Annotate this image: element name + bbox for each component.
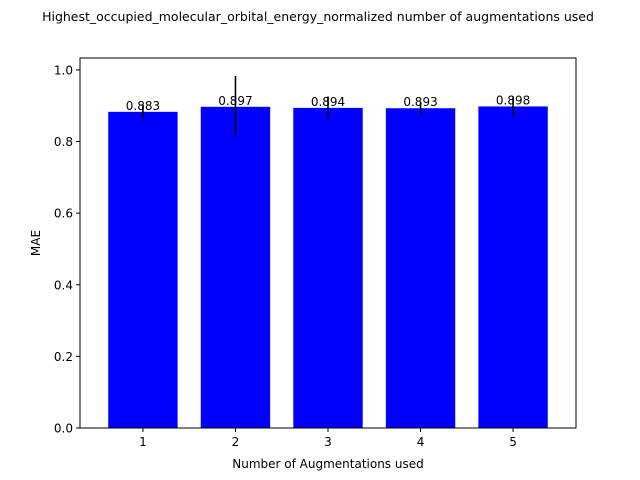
data-label-1: 0.883 [126,99,160,113]
bar-4 [385,108,456,429]
bar-1 [108,111,178,428]
x-tick-label-4: 4 [417,435,425,449]
y-tick-label-1.0: 1.0 [54,63,73,77]
y-axis: 0.0 0.2 0.4 0.6 0.8 1.0 [54,63,80,436]
y-tick-label-0.2: 0.2 [54,350,73,364]
bar-3 [293,107,363,428]
x-tick-label-2: 2 [232,435,240,449]
y-tick-label-0.6: 0.6 [54,207,73,221]
y-tick-label-0.8: 0.8 [54,135,73,149]
x-tick-label-3: 3 [324,435,332,449]
data-label-5: 0.898 [496,93,530,107]
x-axis-label: Number of Augmentations used [232,457,423,471]
y-tick-label-0.4: 0.4 [54,278,73,292]
bars-layer [108,106,548,429]
bar-5 [478,106,548,428]
data-labels-layer: 0.883 0.897 0.894 0.893 0.898 [126,93,530,112]
x-tick-label-5: 5 [509,435,517,449]
data-label-3: 0.894 [311,95,345,109]
data-label-2: 0.897 [218,94,252,108]
data-label-4: 0.893 [403,95,437,109]
x-axis: 1 2 3 4 5 [139,428,517,449]
bar-2 [200,106,271,428]
y-tick-label-0.0: 0.0 [54,422,73,436]
y-axis-label: MAE [29,230,43,256]
chart-title: Highest_occupied_molecular_orbital_energ… [42,9,594,24]
x-tick-label-1: 1 [139,435,147,449]
error-bars-layer [142,76,514,137]
